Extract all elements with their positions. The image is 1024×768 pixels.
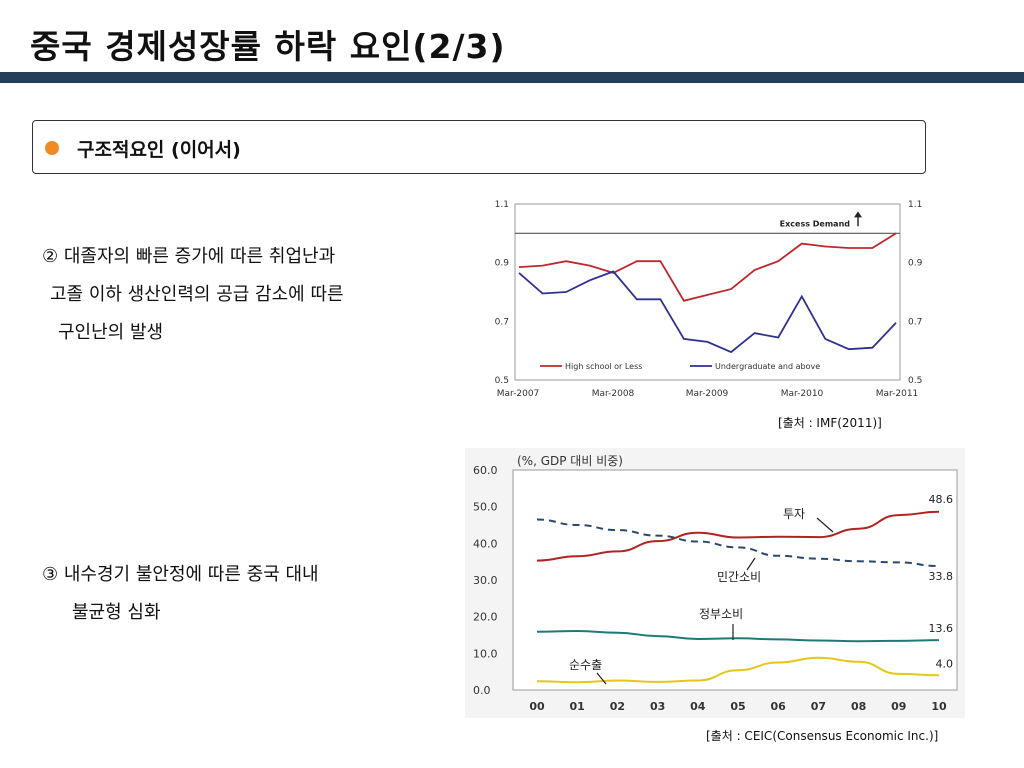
chart2-y-tick: 50.0 bbox=[473, 501, 498, 514]
chart2-x-tick: 02 bbox=[610, 700, 625, 713]
chart2-x-tick: 05 bbox=[730, 700, 745, 713]
chart1-y-tick-left: 0.5 bbox=[495, 376, 509, 386]
chart2-x-tick: 00 bbox=[529, 700, 545, 713]
chart1-legend-label-2: Undergraduate and above bbox=[715, 362, 820, 371]
chart2-x-tick: 01 bbox=[570, 700, 585, 713]
chart-employment-ratio: 1.1 0.9 0.7 0.5 1.1 0.9 0.7 0.5 Excess Demand Hig… bbox=[480, 190, 940, 405]
chart1-series-line-2 bbox=[518, 270, 897, 354]
chart2-series-label-3: 정부소비 bbox=[699, 607, 743, 621]
chart1-annotation: Excess Demand bbox=[780, 219, 851, 228]
chart1-x-tick: Mar-2011 bbox=[876, 389, 919, 399]
chart2-end-label-1: 48.6 bbox=[929, 493, 954, 506]
chart2-x-tick: 07 bbox=[811, 700, 826, 713]
point-2-line-1: ② 대졸자의 빠른 증가에 따른 취업난과 bbox=[42, 246, 336, 267]
chart2-x-tick: 06 bbox=[771, 700, 787, 713]
chart2-plot-frame bbox=[512, 469, 958, 691]
point-2-line-3: 구인난의 발생 bbox=[58, 322, 164, 343]
chart2-y-tick: 20.0 bbox=[473, 611, 498, 624]
chart2-y-tick: 40.0 bbox=[473, 537, 498, 550]
chart1-y-tick-left: 0.7 bbox=[495, 317, 509, 327]
chart1-y-tick-right: 0.9 bbox=[908, 259, 923, 269]
chart1-plot-frame bbox=[514, 203, 901, 381]
chart2-y-tick: 0.0 bbox=[473, 684, 491, 697]
chart2-series-line-1 bbox=[536, 510, 940, 562]
chart2-end-label-4: 4.0 bbox=[936, 657, 954, 670]
section-heading-box: 구조적요인 (이어서) bbox=[32, 120, 926, 174]
chart2-x-tick: 08 bbox=[851, 700, 866, 713]
source-caption-2: [출처 : CEIC(Consensus Economic Inc.)] bbox=[706, 729, 939, 743]
chart1-y-tick-left: 0.9 bbox=[495, 259, 510, 269]
chart2-series-line-2 bbox=[536, 518, 940, 568]
chart2-series-pointer-1 bbox=[816, 517, 834, 533]
chart2-series-label-2: 민간소비 bbox=[717, 570, 761, 584]
chart1-annotation-arrowhead bbox=[854, 211, 862, 218]
chart2-x-tick: 03 bbox=[650, 700, 665, 713]
chart-gdp-share: (%, GDP 대비 비중) 0.0 10.0 20.0 30.0 40.0 50.0 60.… bbox=[465, 448, 965, 718]
point-3-text: ③ 내수경기 불안정에 따른 중국 대내 불균형 심화 bbox=[42, 556, 319, 632]
title-underline-bar bbox=[0, 72, 1024, 83]
point-3-line-1: ③ 내수경기 불안정에 따른 중국 대내 bbox=[42, 564, 319, 585]
chart2-x-tick: 04 bbox=[690, 700, 706, 713]
chart1-y-tick-right: 0.5 bbox=[908, 376, 922, 386]
chart2-series-label-1: 투자 bbox=[783, 507, 805, 521]
chart2-y-tick: 30.0 bbox=[473, 574, 498, 587]
source-caption-1: [출처 : IMF(2011)] bbox=[778, 416, 882, 430]
point-3-line-2: 불균형 심화 bbox=[72, 602, 161, 623]
chart1-legend-label-1: High school or Less bbox=[565, 362, 642, 371]
chart2-title: (%, GDP 대비 비중) bbox=[517, 454, 623, 468]
chart2-x-tick: 10 bbox=[931, 700, 947, 713]
chart2-y-tick: 60.0 bbox=[473, 464, 498, 477]
chart1-series-line-1 bbox=[518, 232, 897, 302]
point-2-text: ② 대졸자의 빠른 증가에 따른 취업난과 고졸 이하 생산인력의 공급 감소에… bbox=[42, 238, 344, 352]
chart1-y-tick-right: 1.1 bbox=[908, 200, 922, 210]
chart1-x-tick: Mar-2008 bbox=[592, 389, 635, 399]
chart2-x-tick: 09 bbox=[891, 700, 906, 713]
chart1-x-tick: Mar-2007 bbox=[497, 389, 540, 399]
chart2-series-pointer-2 bbox=[746, 557, 756, 571]
chart1-x-tick: Mar-2009 bbox=[686, 389, 729, 399]
page-title: 중국 경제성장률 하락 요인(2/3) bbox=[30, 27, 506, 66]
chart1-x-tick: Mar-2010 bbox=[781, 389, 824, 399]
chart1-background bbox=[480, 190, 940, 405]
point-2-line-2: 고졸 이하 생산인력의 공급 감소에 따른 bbox=[50, 284, 344, 305]
chart2-series-line-3 bbox=[536, 629, 940, 643]
chart1-y-tick-left: 1.1 bbox=[495, 200, 509, 210]
bullet-dot-icon bbox=[45, 141, 59, 155]
chart2-series-pointer-4 bbox=[596, 672, 607, 685]
chart1-y-tick-right: 0.7 bbox=[908, 317, 922, 327]
chart2-y-tick: 10.0 bbox=[473, 647, 498, 660]
chart2-end-label-3: 13.6 bbox=[929, 622, 954, 635]
chart2-end-label-2: 33.8 bbox=[929, 570, 954, 583]
chart2-series-label-4: 순수출 bbox=[569, 658, 602, 672]
section-heading: 구조적요인 (이어서) bbox=[77, 139, 241, 161]
